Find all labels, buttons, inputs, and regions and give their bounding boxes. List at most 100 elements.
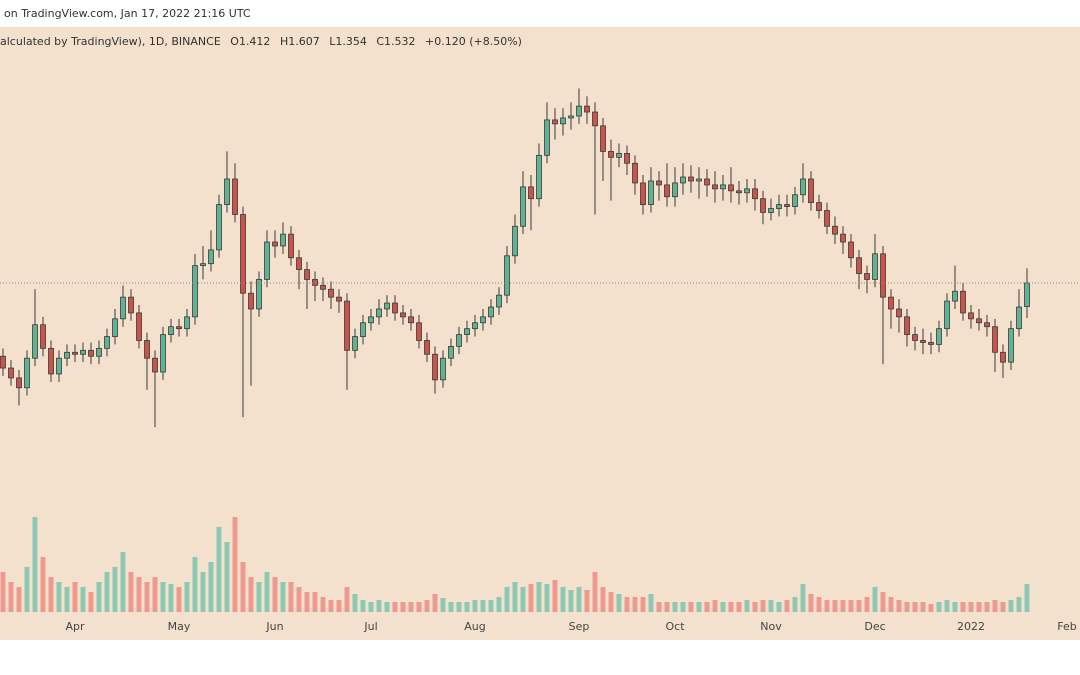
volume-bar — [240, 562, 246, 612]
candle-body — [520, 186, 526, 227]
volume-bar — [608, 592, 614, 612]
volume-bar — [304, 592, 310, 612]
volume-bar — [640, 597, 646, 612]
volume-bar — [432, 594, 438, 612]
candle-body — [432, 353, 438, 381]
candle-body — [32, 324, 38, 359]
candle-body — [848, 241, 854, 259]
volume-bar — [152, 577, 158, 612]
legend-item: C1.532 — [376, 35, 415, 48]
volume-bar — [192, 557, 198, 612]
volume-bar — [480, 600, 486, 612]
candle-body — [0, 355, 6, 369]
header-text: on TradingView.com, Jan 17, 2022 21:16 U… — [4, 7, 251, 20]
volume-bar — [896, 600, 902, 612]
candle-body — [488, 306, 494, 318]
candle-body — [136, 312, 142, 341]
candle-body — [160, 334, 166, 373]
volume-bar — [344, 587, 350, 612]
volume-bar — [8, 582, 14, 612]
candle-body — [304, 269, 310, 280]
volume-bar — [136, 577, 142, 612]
volume-bar — [536, 582, 542, 612]
candle-body — [64, 351, 70, 359]
candle-body — [272, 241, 278, 247]
volume-bar — [760, 600, 766, 612]
candle-body — [48, 347, 54, 375]
volume-bar — [688, 602, 694, 612]
volume-bar — [296, 587, 302, 612]
candle-body — [456, 334, 462, 347]
volume-bar — [944, 600, 950, 612]
volume-bar — [952, 602, 958, 612]
candle-body — [912, 334, 918, 341]
candle-body — [592, 111, 598, 127]
volume-bar — [736, 602, 742, 612]
candle-body — [672, 182, 678, 198]
volume-bar — [624, 597, 630, 612]
candle-body — [408, 316, 414, 324]
candle-body — [648, 180, 654, 205]
volume-bar — [0, 572, 6, 612]
volume-bar — [328, 600, 334, 612]
candle-body — [256, 279, 262, 310]
candle-body — [344, 300, 350, 351]
volume-bar — [504, 587, 510, 612]
candle-body — [632, 162, 638, 184]
candle-body — [120, 296, 126, 320]
volume-bar — [528, 584, 534, 612]
candle-body — [560, 117, 566, 125]
candle-body — [872, 253, 878, 280]
candle-body — [840, 233, 846, 243]
candle-body — [528, 186, 534, 200]
volume-bar — [600, 587, 606, 612]
volume-bar — [784, 600, 790, 612]
candle-body — [240, 214, 246, 294]
volume-bar — [744, 600, 750, 612]
volume-bar — [400, 602, 406, 612]
candle-body — [744, 188, 750, 194]
volume-bar — [360, 600, 366, 612]
volume-bar — [560, 587, 566, 612]
candle-body — [96, 347, 102, 357]
candle-body — [448, 345, 454, 359]
candle-body — [792, 194, 798, 207]
candle-body — [288, 233, 294, 259]
candle-body — [656, 180, 662, 186]
candle-body — [736, 190, 742, 194]
candle-body — [72, 351, 78, 355]
volume-bar — [720, 602, 726, 612]
candle-body — [976, 318, 982, 324]
volume-bar — [32, 517, 38, 612]
volume-bar — [672, 602, 678, 612]
volume-bar — [416, 602, 422, 612]
volume-bar — [384, 602, 390, 612]
candle-body — [248, 292, 254, 310]
volume-bar — [848, 600, 854, 612]
candle-body — [312, 279, 318, 286]
volume-bar — [312, 592, 318, 612]
candle-body — [56, 357, 62, 375]
candle-body — [416, 322, 422, 341]
candle-body — [832, 225, 838, 235]
volume-bar — [632, 597, 638, 612]
candle-body — [232, 178, 238, 215]
volume-bar — [832, 600, 838, 612]
candle-body — [104, 336, 110, 349]
candle-body — [704, 178, 710, 186]
candle-body — [936, 328, 942, 345]
candle-body — [360, 322, 366, 337]
volume-bar — [576, 587, 582, 612]
volume-bar — [856, 600, 862, 612]
candle-body — [144, 340, 150, 359]
candle-body — [168, 326, 174, 335]
legend-item: L1.354 — [329, 35, 367, 48]
candle-body — [80, 349, 86, 355]
volume-bar — [920, 602, 926, 612]
candle-body — [472, 322, 478, 330]
candle-body — [1008, 328, 1014, 363]
volume-bar — [168, 584, 174, 612]
volume-bar — [232, 517, 238, 612]
